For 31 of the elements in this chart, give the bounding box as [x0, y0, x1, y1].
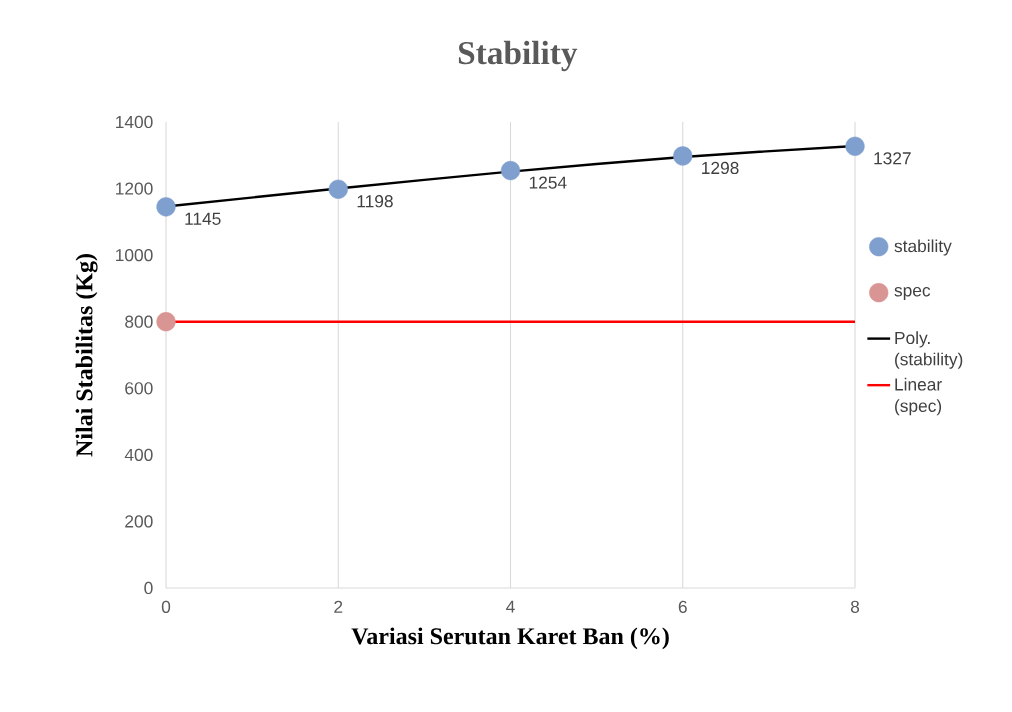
data-label: 1327 [874, 152, 911, 165]
data-label: 1145 [185, 212, 221, 225]
x-axis-title: Variasi Serutan Karet Ban (%) [351, 627, 669, 650]
legend-label: spec [894, 286, 931, 300]
data-label: 1254 [529, 176, 567, 189]
x-tick-label: 8 [850, 600, 860, 613]
point [673, 146, 693, 166]
legend-label: stability [894, 239, 952, 256]
data-label: 1298 [702, 161, 739, 175]
legend-label: Linear (spec) [895, 377, 942, 416]
x-tick-label: 4 [506, 600, 515, 613]
point [156, 197, 176, 217]
y-axis-title: Nilai Stabilitas (Kg) [75, 254, 98, 457]
y-tick-label: 200 [125, 515, 153, 528]
chart-title: Stability [458, 40, 578, 72]
point [845, 136, 865, 156]
y-tick-label: 1200 [116, 182, 153, 195]
y-tick-label: 1400 [116, 115, 153, 129]
y-tick-label: 0 [144, 581, 153, 595]
x-tick-label: 6 [678, 600, 687, 613]
point [500, 160, 521, 181]
point [156, 312, 176, 332]
legend-label: Poly. (stability) [895, 331, 963, 369]
data-label: 1198 [357, 195, 393, 208]
x-tick-label: 0 [161, 600, 171, 613]
y-tick-label: 800 [125, 315, 153, 328]
y-tick-label: 400 [124, 448, 153, 461]
y-tick-label: 1000 [116, 248, 153, 262]
x-tick-label: 2 [334, 600, 343, 613]
point [328, 179, 348, 199]
y-tick-label: 600 [125, 382, 153, 395]
